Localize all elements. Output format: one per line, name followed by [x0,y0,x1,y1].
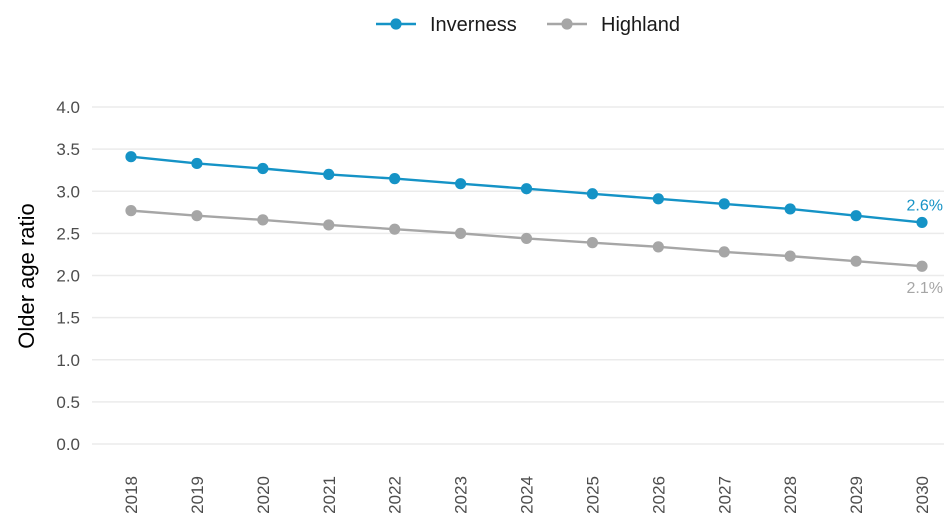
data-point-inverness [389,173,401,185]
data-point-inverness [454,178,467,190]
data-point-inverness [125,151,137,163]
y-tick-label: 4.0 [56,98,80,117]
data-point-highland [916,260,928,272]
data-point-inverness [191,157,203,170]
data-point-inverness [586,188,599,200]
data-point-highland [784,250,796,262]
gridlines [92,106,944,445]
series-layer: 2.1% 2.6% [125,151,943,297]
data-point-highland [191,210,203,222]
y-tick-label: 1.0 [56,351,80,370]
x-tick-label: 2022 [386,476,405,514]
legend-item-highland: Highland [547,14,680,36]
data-point-highland [389,223,401,235]
end-label-highland: 2.1% [907,280,943,297]
x-tick-label: 2030 [913,476,932,514]
data-point-highland [652,241,664,253]
legend-item-inverness: Inverness [376,14,517,36]
data-point-inverness [718,198,730,210]
x-tick-label: 2027 [715,476,734,514]
x-tick-label: 2021 [320,476,339,514]
legend-label: Inverness [430,14,517,36]
x-tick-label: 2025 [583,476,602,514]
data-point-highland [125,205,137,217]
legend-key-point [561,18,573,30]
data-point-highland [454,227,467,239]
x-tick-label: 2024 [518,476,537,514]
x-tick-label: 2028 [781,476,800,514]
data-point-inverness [257,162,269,175]
data-point-inverness [323,168,335,180]
series-inverness: 2.6% [125,151,943,229]
x-tick-label: 2019 [188,476,207,514]
data-point-highland [520,232,533,245]
x-axis-ticks: 2018 2019 2020 2021 2022 2023 2024 2025 2026 2027… [122,476,932,514]
y-tick-label: 0.0 [56,435,80,454]
data-point-highland [586,237,599,249]
x-tick-label: 2018 [122,476,141,514]
data-point-inverness [916,216,928,229]
legend: Inverness Highland [376,14,680,36]
y-axis-ticks: 0.0 0.5 1.0 1.5 2.0 2.5 3.0 3.5 4.0 [56,98,80,454]
legend-key-point [390,18,402,30]
data-point-highland [257,214,269,226]
x-tick-label: 2026 [649,476,668,514]
y-axis-title: Older age ratio [14,203,39,349]
y-tick-label: 2.0 [56,267,80,286]
y-tick-label: 2.5 [56,224,80,243]
data-point-inverness [520,183,533,195]
y-tick-label: 3.0 [56,182,80,201]
x-tick-label: 2029 [847,476,866,514]
data-point-highland [850,255,862,267]
x-tick-label: 2023 [452,476,471,514]
data-point-inverness [850,210,862,222]
y-tick-label: 1.5 [56,309,80,328]
data-point-highland [323,219,335,231]
data-point-inverness [652,193,664,205]
x-tick-label: 2020 [254,476,273,514]
data-point-inverness [784,203,796,215]
data-point-highland [718,246,730,258]
y-tick-label: 3.5 [56,140,80,159]
end-label-inverness: 2.6% [907,197,943,214]
y-tick-label: 0.5 [56,393,80,412]
legend-label: Highland [601,14,680,36]
series-highland: 2.1% [125,205,943,297]
